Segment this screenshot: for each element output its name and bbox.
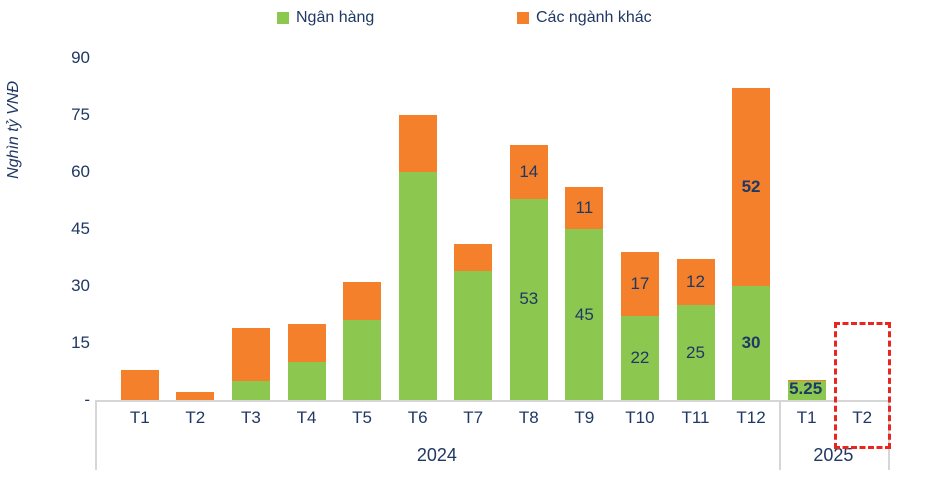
bar-segment-cac-nganh-khac xyxy=(732,88,771,286)
bar-segment-cac-nganh-khac xyxy=(454,244,493,271)
legend-label: Các ngành khác xyxy=(536,9,652,26)
bar-segment-ngan-hang xyxy=(676,305,715,400)
bar-segment-cac-nganh-khac xyxy=(120,369,159,400)
bar-segment-cac-nganh-khac xyxy=(620,251,659,317)
bar-value-label: 22 xyxy=(630,348,650,368)
bar-segment-cac-nganh-khac xyxy=(787,380,826,381)
bar-segment-cac-nganh-khac xyxy=(231,327,270,381)
x-tick-label: T6 xyxy=(407,408,428,427)
x-tick-label: T12 xyxy=(736,408,766,427)
x-tick-label: T1 xyxy=(129,408,150,427)
x-tick-label: T2 xyxy=(185,408,206,427)
bar-segment-ngan-hang xyxy=(287,362,326,400)
year-group-label-2025: 2025 xyxy=(813,445,854,465)
bar-segment-ngan-hang xyxy=(732,286,771,400)
y-axis-tick-label: 30 xyxy=(71,276,90,295)
x-tick-label: T5 xyxy=(352,408,372,427)
legend-swatch-green-icon xyxy=(277,12,289,24)
bar-value-label: 52 xyxy=(741,177,761,197)
y-axis-tick-label: 90 xyxy=(71,48,90,67)
bar-value-label: 12 xyxy=(686,272,705,292)
bar-segment-ngan-hang xyxy=(454,270,493,400)
bar-segment-ngan-hang xyxy=(343,320,382,400)
bar-value-label: 11 xyxy=(575,198,594,218)
legend-item-ngan-hang: Ngân hàng xyxy=(277,9,374,27)
bar-value-label: 25 xyxy=(686,342,705,362)
bar-segment-cac-nganh-khac xyxy=(176,392,215,400)
x-tick-label: T9 xyxy=(574,408,595,427)
y-axis-tick-label: 15 xyxy=(71,333,90,352)
bar-segment-ngan-hang xyxy=(509,198,548,400)
x-tick-label: T1 xyxy=(796,408,817,427)
x-tick-label: T3 xyxy=(241,408,261,427)
legend-swatch-orange-icon xyxy=(517,12,529,24)
year-group-label-2024: 2024 xyxy=(416,445,457,465)
bar-segment-cac-nganh-khac xyxy=(343,282,382,321)
x-tick-label: T7 xyxy=(463,408,484,427)
bar-segment-ngan-hang xyxy=(620,316,659,400)
bar-value-label: 45 xyxy=(574,304,594,324)
bar-value-label: 14 xyxy=(519,162,539,181)
y-axis-tick-label: - xyxy=(84,390,90,409)
x-tick-label: T10 xyxy=(625,408,655,427)
t2-2025-placeholder-box xyxy=(834,322,892,449)
bar-total-label: 5.25 xyxy=(789,379,823,398)
bar-segment-ngan-hang xyxy=(787,381,826,400)
bar-value-label: 30 xyxy=(741,333,761,352)
legend-item-cac-nganh-khac: Các ngành khác xyxy=(517,9,652,27)
x-tick-label: T11 xyxy=(681,408,710,427)
bar-value-label: 17 xyxy=(630,274,650,294)
bar-segment-cac-nganh-khac xyxy=(676,259,715,305)
bar-segment-cac-nganh-khac xyxy=(398,115,437,172)
category-group-separator xyxy=(95,400,97,470)
bar-segment-ngan-hang xyxy=(565,229,604,400)
bar-segment-cac-nganh-khac xyxy=(509,145,548,199)
category-group-separator xyxy=(778,400,781,470)
bar-segment-ngan-hang xyxy=(398,172,437,400)
bar-segment-ngan-hang xyxy=(231,381,270,400)
y-axis-tick-label: 75 xyxy=(71,105,90,124)
legend-label: Ngân hàng xyxy=(296,9,375,26)
bar-segment-cac-nganh-khac xyxy=(287,324,326,362)
y-axis-tick-label: 60 xyxy=(71,162,90,181)
y-axis-tick-label: 45 xyxy=(71,219,90,238)
x-tick-label: T4 xyxy=(296,408,317,427)
bar-value-label: 53 xyxy=(519,289,539,309)
x-tick-label: T2 xyxy=(852,408,873,427)
x-tick-label: T8 xyxy=(518,408,539,427)
bar-segment-cac-nganh-khac xyxy=(565,187,604,229)
x-axis-line xyxy=(95,400,888,402)
